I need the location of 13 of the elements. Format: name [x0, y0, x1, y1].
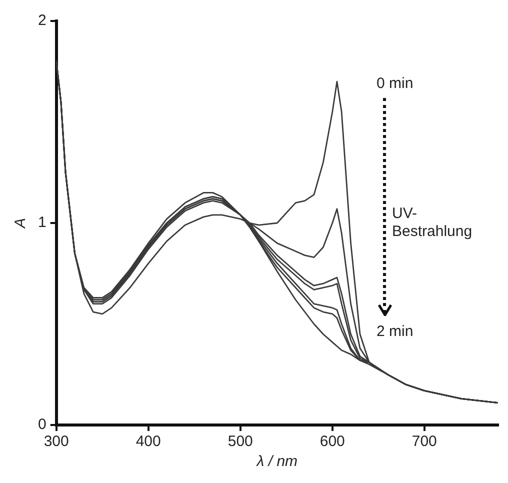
- x-tick-label: 700: [412, 433, 437, 450]
- y-axis-title: A: [12, 218, 30, 230]
- y-tick-label: 2: [38, 12, 46, 30]
- annotation: UV-Bestrahlung: [392, 205, 472, 240]
- y-tick-label: 1: [38, 214, 46, 232]
- y-tick-label: 0: [38, 416, 46, 434]
- x-tick-label: 500: [228, 433, 253, 450]
- x-tick-label: 600: [320, 433, 345, 450]
- x-tick-label: 400: [136, 433, 161, 450]
- annotation: 0 min: [376, 74, 414, 92]
- annotation: 2 min: [376, 323, 414, 340]
- x-tick-label: 300: [44, 433, 69, 450]
- x-axis-title: λ / nm: [256, 453, 298, 470]
